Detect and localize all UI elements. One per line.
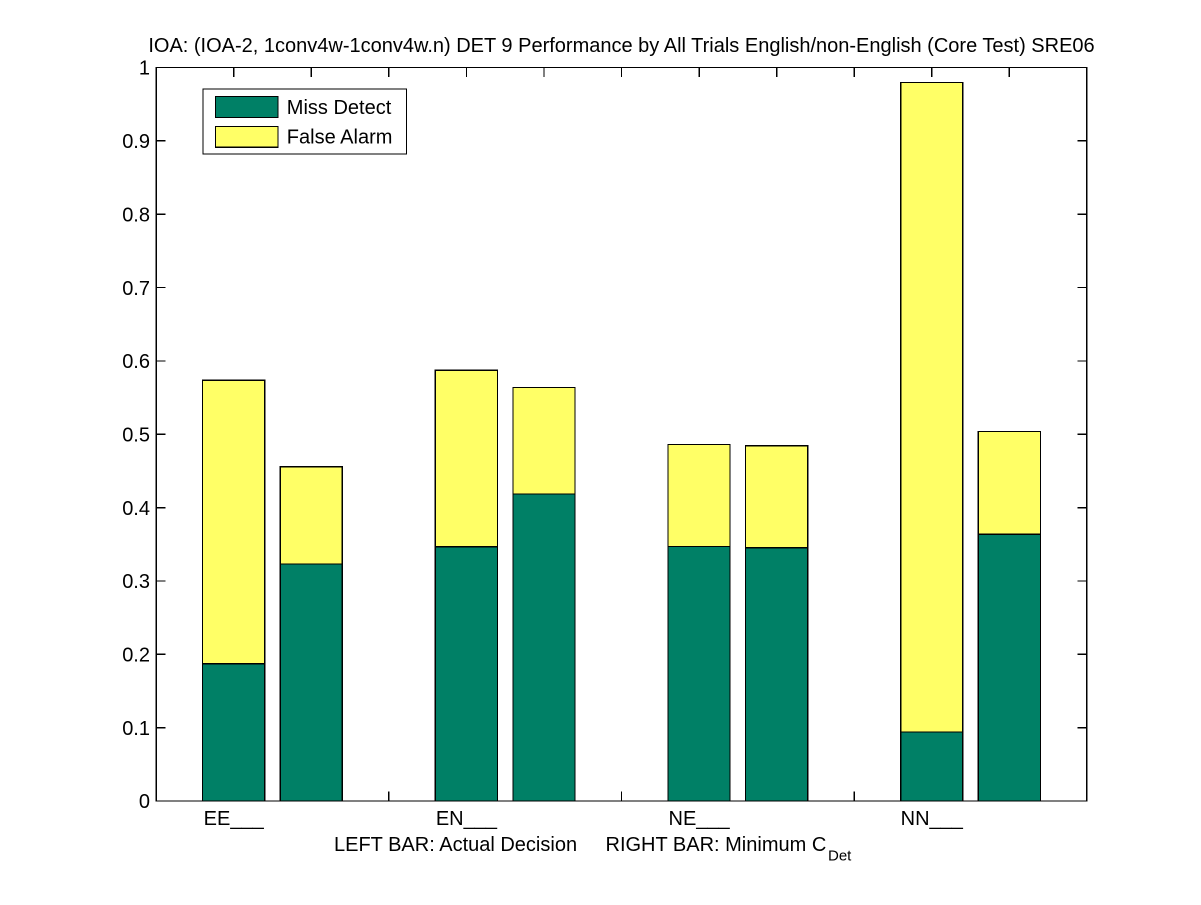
svg-text:0.1: 0.1 xyxy=(122,718,150,740)
svg-text:0.4: 0.4 xyxy=(122,498,150,520)
svg-text:1: 1 xyxy=(139,58,150,80)
svg-text:Miss Detect: Miss Detect xyxy=(287,97,392,119)
svg-text:0.5: 0.5 xyxy=(122,424,150,446)
svg-text:False Alarm: False Alarm xyxy=(287,127,393,149)
svg-text:EN___: EN___ xyxy=(436,808,498,830)
svg-text:0.9: 0.9 xyxy=(122,131,150,153)
svg-text:0.8: 0.8 xyxy=(122,204,150,226)
svg-text:NE___: NE___ xyxy=(669,808,731,830)
svg-text:0.2: 0.2 xyxy=(122,645,150,667)
svg-text:0.3: 0.3 xyxy=(122,571,150,593)
svg-text:0.7: 0.7 xyxy=(122,278,150,300)
svg-text:EE___: EE___ xyxy=(204,808,265,830)
svg-text:0: 0 xyxy=(139,791,150,813)
svg-text:IOA: (IOA-2, 1conv4w-1conv4w.n: IOA: (IOA-2, 1conv4w-1conv4w.n) DET 9 Pe… xyxy=(148,35,1094,57)
svg-text:0.6: 0.6 xyxy=(122,351,150,373)
svg-text:NN___: NN___ xyxy=(901,808,964,830)
